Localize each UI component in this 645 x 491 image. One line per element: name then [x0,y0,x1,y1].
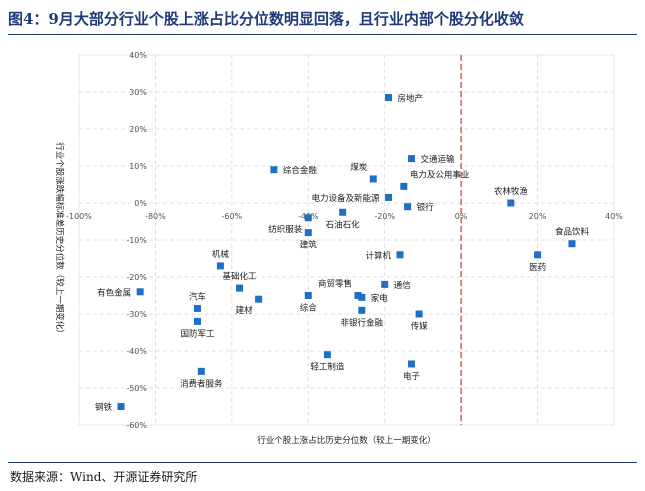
x-tick-label: 20% [529,212,547,221]
y-tick-label: 0% [134,199,147,208]
data-point [197,367,205,375]
data-point-label: 机械 [212,249,230,260]
data-point-label: 房地产 [398,93,424,104]
data-points [117,94,576,410]
data-point-label: 汽车 [189,291,206,302]
data-point-label: 计算机 [365,250,391,261]
x-tick-label: -100% [66,212,92,221]
data-point [385,193,393,201]
data-point-label: 电力设备及新能源 [312,193,381,204]
data-point [255,295,263,303]
data-point [270,166,278,174]
data-point-label: 国防军工 [180,328,215,339]
title-rule [8,34,637,35]
y-tick-label: 10% [129,162,147,171]
y-axis-title: 行业个股涨跌幅标准差历史分位数（较上一期变化） [54,142,65,338]
data-point-label: 医药 [529,262,546,273]
data-point [407,155,415,163]
data-point-label: 基础化工 [222,271,257,282]
data-point-label: 商贸零售 [318,279,352,290]
x-tick-label: 0% [455,212,468,221]
data-point-label: 传媒 [411,321,429,332]
footer-rule [8,462,637,463]
x-tick-label: -80% [145,212,166,221]
y-tick-label: -10% [126,236,147,245]
data-point [407,360,415,368]
y-tick-label: -30% [126,310,147,319]
data-point [534,251,542,259]
y-tick-label: -60% [126,421,147,430]
data-point [193,317,201,325]
data-point-label: 石油石化 [326,219,361,230]
data-point-label: 家电 [371,293,389,304]
x-tick-label: -60% [222,212,243,221]
x-axis-title: 行业个股上涨占比历史分位数（较上一期变化） [257,435,436,446]
data-point-label: 建筑 [300,240,318,251]
x-tick-label: 40% [605,212,623,221]
data-point-label: 综合金融 [283,165,318,176]
data-point-label: 煤炭 [350,162,368,173]
data-point [404,203,412,211]
data-point-label: 钢铁 [95,402,113,413]
y-tick-label: -20% [126,273,147,282]
data-point [354,292,362,299]
x-tick-label: -20% [374,212,395,221]
grid-lines [78,54,615,426]
source-note: 数据来源：Wind、开源证券研究所 [10,470,198,484]
data-point [400,182,408,190]
data-point [304,292,312,299]
data-point-label: 农林牧渔 [494,186,529,197]
data-point-label: 消费者服务 [180,378,223,389]
data-point-label: 有色金属 [97,287,131,298]
y-tick-label: 40% [129,51,147,60]
data-point [369,175,377,183]
y-tick-label: -40% [126,347,147,356]
tick-labels: -100%-80%-60%-40%-20%0%20%40%-60%-50%-40… [66,51,623,430]
figure-title: 图4：9月大部分行业个股上涨占比分位数明显回落，且行业内部个股分化收敛 [8,10,524,28]
data-point [339,208,347,216]
data-point [381,280,389,288]
data-point [193,304,201,312]
data-point-label: 轻工制造 [310,362,345,373]
data-point-label: 银行 [417,202,435,213]
data-point [507,199,515,207]
data-point-label: 电子 [403,371,421,382]
data-point [358,306,366,314]
data-point [568,240,576,248]
data-point-label: 通信 [394,280,412,291]
y-tick-label: 20% [129,125,147,134]
data-point-label: 建材 [236,305,254,316]
data-point-label: 交通运输 [420,154,455,165]
y-tick-label: 30% [129,88,147,97]
plot-frame [78,54,615,426]
data-point [396,251,404,259]
data-point [117,403,125,410]
data-point-label: 食品饮料 [555,227,590,238]
data-point [358,293,366,301]
data-point-label: 非银行金融 [341,317,384,328]
data-point [304,229,312,237]
data-point [304,214,312,222]
data-point [323,351,331,359]
data-point [236,284,243,292]
data-point [385,94,393,102]
scatter-chart: -100%-80%-60%-40%-20%0%20%40%-60%-50%-40… [54,51,623,446]
y-tick-label: -50% [126,384,147,393]
data-point-label: 纺织服装 [268,224,303,235]
data-point [415,310,423,318]
data-point [136,288,144,296]
data-point-label: 综合 [300,303,318,314]
data-point [216,262,224,270]
data-point-label: 电力及公用事业 [410,169,470,180]
